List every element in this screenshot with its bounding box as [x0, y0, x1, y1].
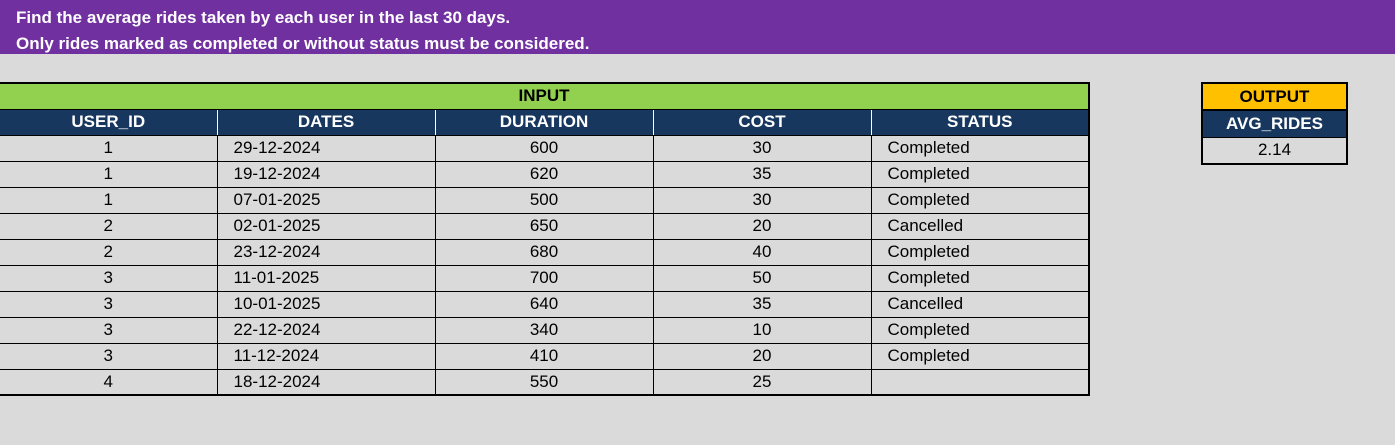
grid-column-line [1201, 54, 1202, 445]
table-row: 4 18-12-2024 550 25 [0, 369, 1090, 396]
grid-column-line [1089, 54, 1090, 445]
duration-cell[interactable]: 680 [435, 239, 654, 266]
duration-cell[interactable]: 650 [435, 213, 654, 240]
column-header-cost[interactable]: COST [653, 109, 872, 136]
column-header-user-id[interactable]: USER_ID [0, 109, 218, 136]
status-cell[interactable]: Completed [871, 239, 1090, 266]
column-header-duration[interactable]: DURATION [435, 109, 654, 136]
duration-cell[interactable]: 640 [435, 291, 654, 318]
table-row: 3 11-12-2024 410 20 Completed [0, 343, 1090, 370]
user-id-cell[interactable]: 1 [0, 187, 218, 214]
table-row: 3 11-01-2025 700 50 Completed [0, 265, 1090, 292]
cost-cell[interactable]: 30 [653, 135, 872, 162]
problem-banner[interactable]: Find the average rides taken by each use… [0, 0, 1395, 54]
cost-cell[interactable]: 35 [653, 291, 872, 318]
table-row: 2 23-12-2024 680 40 Completed [0, 239, 1090, 266]
status-cell[interactable] [871, 369, 1090, 396]
status-cell[interactable]: Completed [871, 161, 1090, 188]
duration-cell[interactable]: 550 [435, 369, 654, 396]
date-cell[interactable]: 07-01-2025 [217, 187, 436, 214]
duration-cell[interactable]: 620 [435, 161, 654, 188]
output-title-cell[interactable]: OUTPUT [1201, 82, 1348, 111]
duration-cell[interactable]: 410 [435, 343, 654, 370]
status-cell[interactable]: Completed [871, 343, 1090, 370]
cost-cell[interactable]: 20 [653, 343, 872, 370]
table-row: 1 29-12-2024 600 30 Completed [0, 135, 1090, 162]
date-cell[interactable]: 19-12-2024 [217, 161, 436, 188]
status-cell[interactable]: Completed [871, 187, 1090, 214]
date-cell[interactable]: 22-12-2024 [217, 317, 436, 344]
banner-line-2: Only rides marked as completed or withou… [16, 34, 590, 53]
date-cell[interactable]: 29-12-2024 [217, 135, 436, 162]
user-id-cell[interactable]: 4 [0, 369, 218, 396]
date-cell[interactable]: 11-01-2025 [217, 265, 436, 292]
cost-cell[interactable]: 25 [653, 369, 872, 396]
status-cell[interactable]: Completed [871, 265, 1090, 292]
user-id-cell[interactable]: 3 [0, 291, 218, 318]
avg-rides-value-cell[interactable]: 2.14 [1201, 136, 1348, 165]
date-cell[interactable]: 11-12-2024 [217, 343, 436, 370]
input-title-cell[interactable]: INPUT [0, 82, 1090, 110]
duration-cell[interactable]: 700 [435, 265, 654, 292]
user-id-cell[interactable]: 3 [0, 343, 218, 370]
cost-cell[interactable]: 30 [653, 187, 872, 214]
grid-column-line [1347, 54, 1348, 445]
column-header-dates[interactable]: DATES [217, 109, 436, 136]
user-id-cell[interactable]: 2 [0, 239, 218, 266]
user-id-cell[interactable]: 2 [0, 213, 218, 240]
user-id-cell[interactable]: 1 [0, 161, 218, 188]
status-cell[interactable]: Cancelled [871, 213, 1090, 240]
duration-cell[interactable]: 500 [435, 187, 654, 214]
date-cell[interactable]: 02-01-2025 [217, 213, 436, 240]
cost-cell[interactable]: 50 [653, 265, 872, 292]
cost-cell[interactable]: 10 [653, 317, 872, 344]
duration-cell[interactable]: 600 [435, 135, 654, 162]
user-id-cell[interactable]: 1 [0, 135, 218, 162]
banner-line-1: Find the average rides taken by each use… [16, 8, 511, 27]
status-cell[interactable]: Completed [871, 135, 1090, 162]
output-table: OUTPUT AVG_RIDES 2.14 [1201, 82, 1348, 165]
table-row: 3 22-12-2024 340 10 Completed [0, 317, 1090, 344]
input-table: INPUT USER_ID DATES DURATION COST STATUS… [0, 82, 1090, 396]
date-cell[interactable]: 18-12-2024 [217, 369, 436, 396]
date-cell[interactable]: 23-12-2024 [217, 239, 436, 266]
input-table-body: 1 29-12-2024 600 30 Completed 1 19-12-2024 620 3… [0, 135, 1090, 396]
table-row: 1 19-12-2024 620 35 Completed [0, 161, 1090, 188]
status-cell[interactable]: Completed [871, 317, 1090, 344]
duration-cell[interactable]: 340 [435, 317, 654, 344]
status-cell[interactable]: Cancelled [871, 291, 1090, 318]
column-header-avg-rides[interactable]: AVG_RIDES [1201, 110, 1348, 137]
cost-cell[interactable]: 35 [653, 161, 872, 188]
table-row: 2 02-01-2025 650 20 Cancelled [0, 213, 1090, 240]
user-id-cell[interactable]: 3 [0, 265, 218, 292]
column-header-status[interactable]: STATUS [871, 109, 1090, 136]
cost-cell[interactable]: 40 [653, 239, 872, 266]
date-cell[interactable]: 10-01-2025 [217, 291, 436, 318]
cost-cell[interactable]: 20 [653, 213, 872, 240]
table-row: 3 10-01-2025 640 35 Cancelled [0, 291, 1090, 318]
table-row: 1 07-01-2025 500 30 Completed [0, 187, 1090, 214]
user-id-cell[interactable]: 3 [0, 317, 218, 344]
